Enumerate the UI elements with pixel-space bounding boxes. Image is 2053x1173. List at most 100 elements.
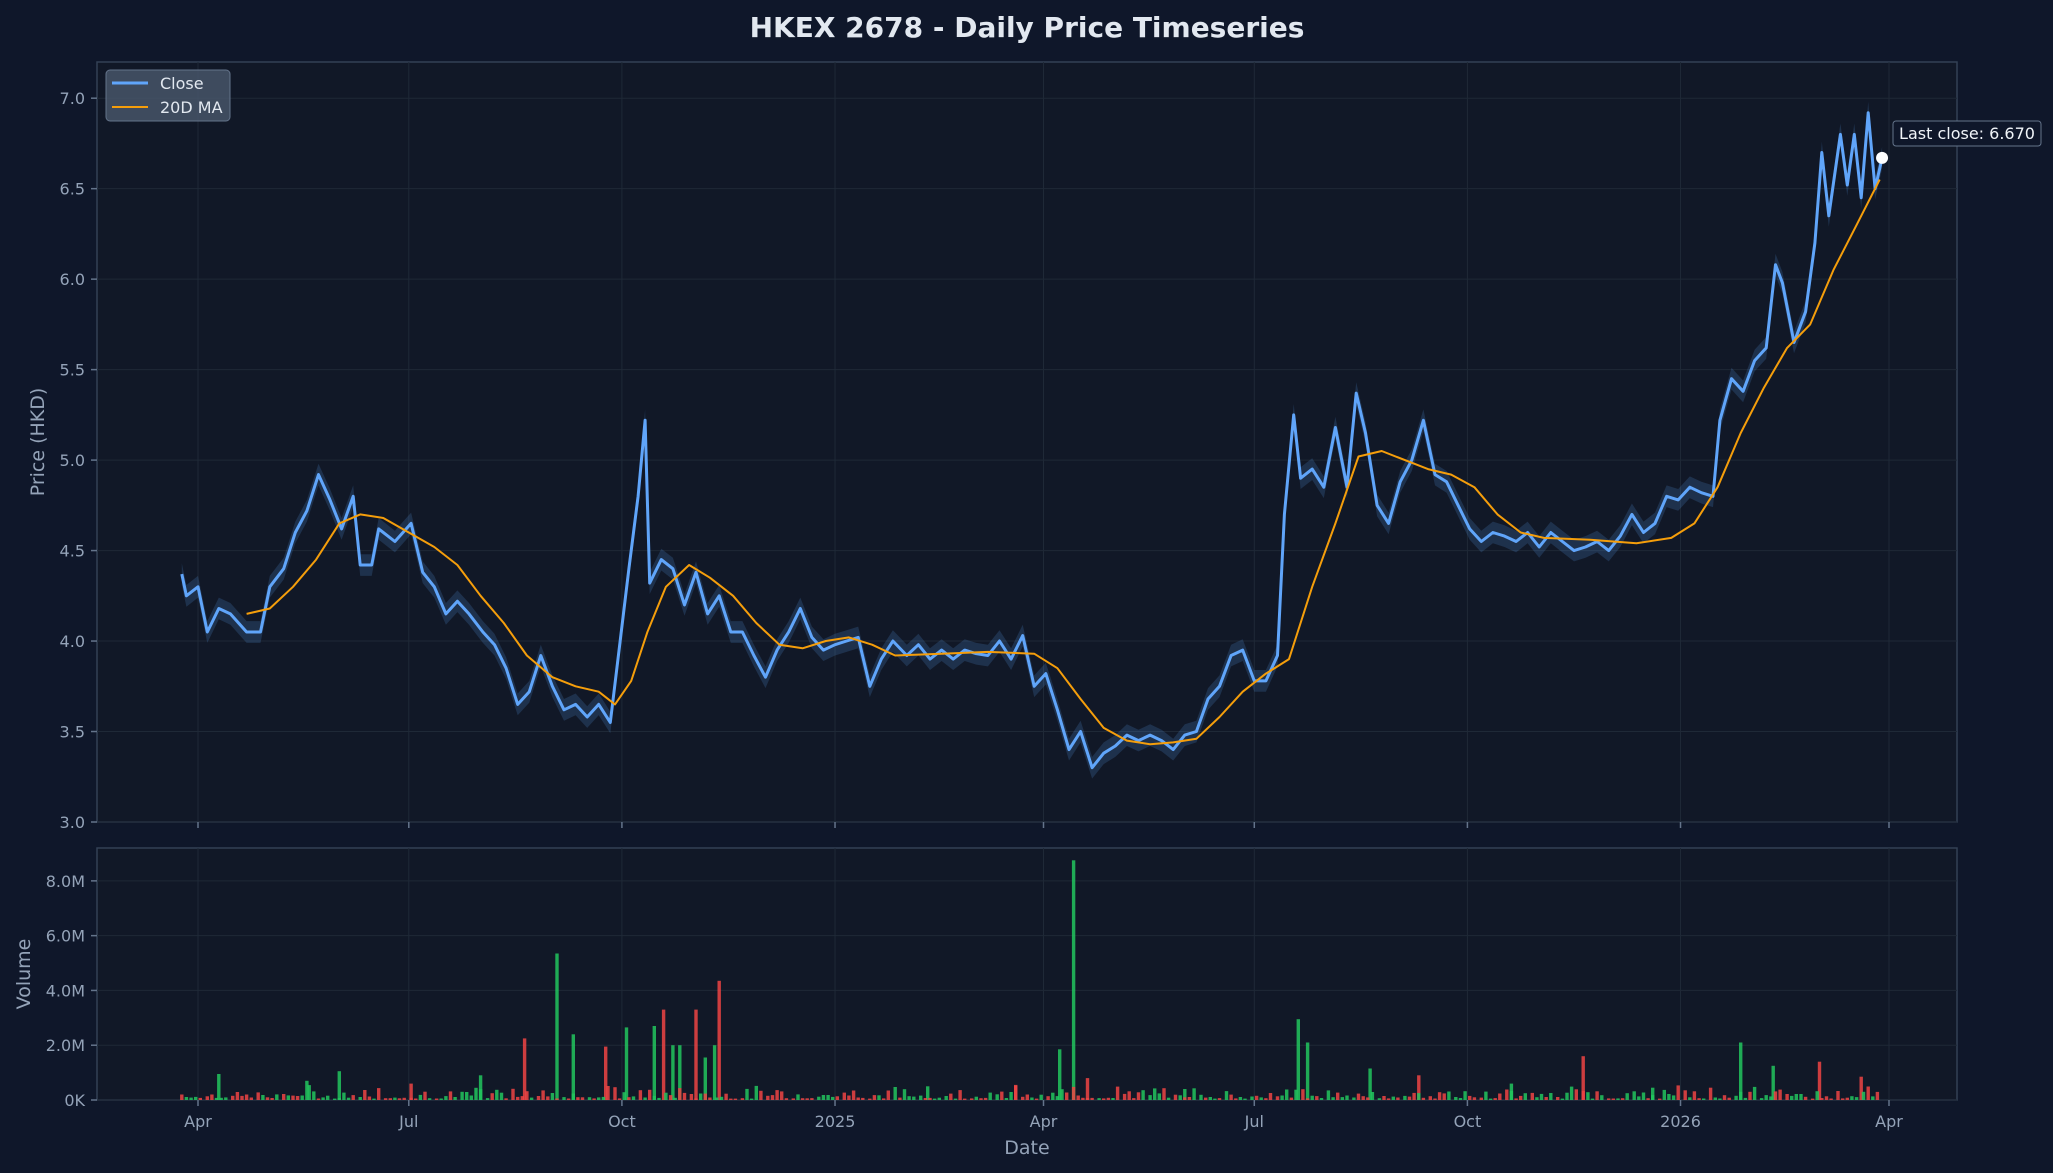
volume-bar (1437, 1092, 1442, 1100)
volume-bar (1238, 1097, 1243, 1100)
price-y-tick-label: 4.0 (60, 632, 85, 651)
volume-bar (805, 1098, 809, 1100)
volume-bar (826, 1095, 830, 1100)
volume-bar (1748, 1091, 1752, 1100)
volume-bar (1433, 1098, 1437, 1100)
volume-bar (631, 1096, 636, 1100)
volume-bar (1356, 1093, 1361, 1100)
volume-bar (1845, 1097, 1849, 1100)
volume-bar (953, 1098, 958, 1100)
volume-bar (671, 1045, 675, 1100)
volume-bar (624, 1027, 629, 1100)
volume-bar (1817, 1061, 1822, 1100)
volume-bar (342, 1092, 346, 1100)
volume-bar (1569, 1086, 1574, 1100)
volume-bar (912, 1096, 916, 1100)
price-y-tick-label: 7.0 (60, 89, 85, 108)
volume-bar (872, 1095, 877, 1100)
volume-bar (1759, 1098, 1764, 1100)
volume-bar (1535, 1097, 1539, 1100)
volume-bar (409, 1083, 413, 1100)
volume-bar (1651, 1095, 1655, 1100)
volume-y-tick-label: 2.0M (46, 1036, 85, 1055)
volume-bar (1447, 1091, 1451, 1100)
volume-bar (1229, 1094, 1233, 1100)
volume-bar (1479, 1097, 1483, 1100)
volume-bar (810, 1098, 814, 1100)
volume-bar (541, 1090, 545, 1100)
volume-bar (571, 1034, 575, 1100)
volume-bar (1875, 1091, 1880, 1100)
volume-bar (214, 1097, 219, 1100)
volume-bar (1014, 1085, 1018, 1100)
legend-close-label: Close (160, 74, 204, 93)
annotation-box (1892, 120, 2042, 147)
volume-bar (1097, 1098, 1101, 1100)
volume-bar (1683, 1090, 1687, 1100)
volume-bar (504, 1098, 508, 1100)
volume-bar (703, 1057, 707, 1100)
volume-bar (944, 1096, 948, 1100)
volume-bar (703, 1093, 707, 1100)
volume-bar (1396, 1097, 1400, 1100)
volume-bar (300, 1095, 304, 1100)
volume-bar (1773, 1091, 1778, 1100)
volume-bar (604, 1046, 608, 1100)
volume-bar (893, 1087, 897, 1100)
volume-bar (1794, 1094, 1798, 1100)
volume-bar (657, 1097, 661, 1100)
volume-bar (643, 1097, 647, 1100)
volume-bar (1454, 1097, 1458, 1100)
volume-bar (1565, 1092, 1569, 1100)
volume-bar (249, 1097, 253, 1100)
price-panel (96, 61, 1958, 823)
volume-bar (1280, 1095, 1284, 1100)
volume-bar (694, 1098, 698, 1100)
volume-bar (351, 1095, 355, 1100)
volume-bar (1162, 1088, 1166, 1100)
volume-bar (1157, 1093, 1161, 1100)
volume-bar (1025, 1094, 1029, 1100)
price-y-tick-label: 6.0 (60, 270, 85, 289)
legend: Close 20D MA (105, 69, 231, 122)
last-close-annotation: Last close: 6.670 (1892, 120, 2042, 147)
volume-bar (346, 1097, 351, 1100)
volume-bar (1377, 1098, 1382, 1100)
volume-bar (1727, 1097, 1731, 1100)
volume-bar (1076, 1095, 1080, 1100)
volume-bar (198, 1097, 202, 1100)
volume-bar (1549, 1093, 1553, 1100)
volume-bar (1071, 860, 1076, 1100)
volume-bar (652, 1095, 656, 1100)
volume-bar (988, 1092, 992, 1100)
volume-bar (652, 1026, 656, 1100)
x-ticks: Apr Jul Oct 2025 Apr Jul Oct 2026 Apr (184, 822, 1903, 1131)
volume-bar (1417, 1075, 1421, 1100)
volume-bar (689, 1094, 694, 1100)
volume-bar (1192, 1088, 1196, 1100)
volume-bar (682, 1092, 687, 1100)
annotation-text: Last close: 6.670 (1899, 124, 2035, 143)
legend-ma-label: 20D MA (160, 98, 223, 117)
volume-bar (1734, 1095, 1738, 1100)
volume-bar (448, 1091, 453, 1100)
volume-bar (1850, 1096, 1854, 1100)
volume-bar (337, 1071, 341, 1100)
volume-bar (729, 1098, 733, 1100)
volume-bar (1183, 1097, 1187, 1100)
volume-bar (1586, 1092, 1590, 1100)
volume-bar (490, 1093, 494, 1100)
volume-bar (286, 1095, 290, 1100)
volume-bar (627, 1097, 631, 1100)
volume-y-tick-label: 6.0M (46, 927, 85, 946)
volume-bar (668, 1095, 673, 1100)
volume-bar (1769, 1096, 1773, 1100)
volume-bar (724, 1093, 728, 1100)
volume-bar (580, 1097, 585, 1100)
volume-bar (1713, 1097, 1717, 1100)
volume-bar (1412, 1092, 1416, 1100)
volume-bar (1859, 1076, 1863, 1100)
volume-bar (1560, 1098, 1565, 1100)
volume-bar (414, 1098, 418, 1100)
volume-bar (358, 1097, 362, 1100)
